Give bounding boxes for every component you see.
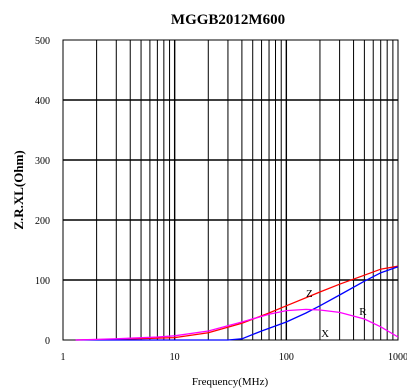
tick-labels: 1 10 100 1000 0 100 200 300 400 500	[35, 36, 407, 363]
y-tick-label: 300	[35, 156, 50, 167]
x-tick-label: 100	[279, 352, 294, 363]
grid	[63, 40, 398, 340]
series-label-x: X	[321, 328, 329, 340]
y-tick-label: 400	[35, 96, 50, 107]
y-tick-label: 200	[35, 216, 50, 227]
y-axis-label: Z.R.XL(Ohm)	[11, 150, 26, 229]
series-line-r	[75, 266, 399, 341]
x-tick-label: 1	[61, 352, 66, 363]
series-labels: Z R X	[306, 288, 367, 340]
y-tick-label: 500	[35, 36, 50, 47]
series-label-r: R	[359, 306, 367, 318]
series-line-z	[75, 265, 399, 341]
chart-title: MGGB2012M600	[171, 12, 285, 28]
series-label-z: Z	[306, 288, 313, 300]
y-tick-label: 100	[35, 276, 50, 287]
series-lines	[75, 265, 399, 341]
x-axis-label: Frequency(MHz)	[192, 376, 269, 388]
x-tick-label: 1000	[388, 352, 407, 363]
series-line-x	[75, 308, 399, 341]
plot-frame	[62, 39, 399, 341]
x-tick-label: 10	[170, 352, 180, 363]
y-tick-label: 0	[45, 336, 50, 347]
